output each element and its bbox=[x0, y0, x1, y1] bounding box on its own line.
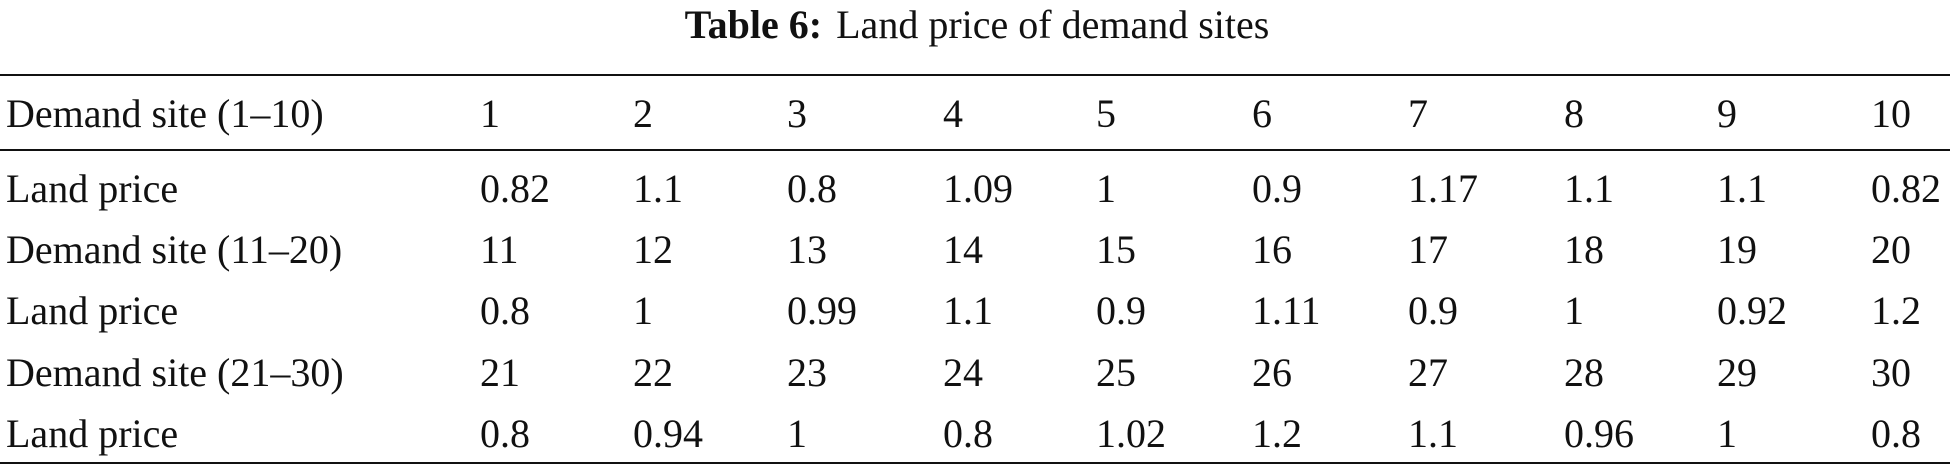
cell: 1 bbox=[1096, 166, 1116, 211]
caption-text: Land price of demand sites bbox=[836, 2, 1270, 47]
cell: 0.92 bbox=[1717, 288, 1787, 333]
cell: 0.8 bbox=[943, 411, 993, 456]
row-label: Land price bbox=[6, 166, 179, 211]
cell: 1.2 bbox=[1871, 288, 1921, 333]
cell: 15 bbox=[1096, 227, 1136, 272]
cell: 11 bbox=[480, 227, 519, 272]
cell: 0.9 bbox=[1408, 288, 1458, 333]
row-label: Demand site (21–30) bbox=[6, 350, 344, 395]
cell: 0.82 bbox=[1871, 166, 1941, 211]
header-cell: 7 bbox=[1408, 91, 1428, 136]
header-cell: 6 bbox=[1252, 91, 1272, 136]
cell: 0.8 bbox=[787, 166, 837, 211]
cell: 1.1 bbox=[943, 288, 993, 333]
caption-label: Table 6: bbox=[684, 2, 823, 47]
cell: 1 bbox=[1564, 288, 1584, 333]
cell: 1 bbox=[1717, 411, 1737, 456]
cell: 1.02 bbox=[1096, 411, 1166, 456]
cell: 16 bbox=[1252, 227, 1292, 272]
cell: 24 bbox=[943, 350, 983, 395]
cell: 1.11 bbox=[1252, 288, 1321, 333]
header-cell: 1 bbox=[480, 91, 500, 136]
cell: 1.1 bbox=[1408, 411, 1458, 456]
cell: 0.94 bbox=[633, 411, 703, 456]
cell: 23 bbox=[787, 350, 827, 395]
header-label: Demand site (1–10) bbox=[6, 91, 324, 136]
cell: 0.8 bbox=[480, 288, 530, 333]
cell: 26 bbox=[1252, 350, 1292, 395]
cell: 1 bbox=[787, 411, 807, 456]
cell: 22 bbox=[633, 350, 673, 395]
header-cell: 4 bbox=[943, 91, 963, 136]
cell: 27 bbox=[1408, 350, 1448, 395]
header-cell: 3 bbox=[787, 91, 807, 136]
cell: 29 bbox=[1717, 350, 1757, 395]
cell: 21 bbox=[480, 350, 520, 395]
cell: 1.09 bbox=[943, 166, 1013, 211]
header-cell: 5 bbox=[1096, 91, 1116, 136]
header-cell: 8 bbox=[1564, 91, 1584, 136]
header-rule bbox=[0, 149, 1950, 151]
cell: 1 bbox=[633, 288, 653, 333]
cell: 0.82 bbox=[480, 166, 550, 211]
cell: 12 bbox=[633, 227, 673, 272]
row-label: Demand site (11–20) bbox=[6, 227, 343, 272]
cell: 18 bbox=[1564, 227, 1604, 272]
top-rule bbox=[0, 74, 1950, 76]
cell: 0.8 bbox=[1871, 411, 1921, 456]
cell: 19 bbox=[1717, 227, 1757, 272]
cell: 1.17 bbox=[1408, 166, 1478, 211]
cell: 0.99 bbox=[787, 288, 857, 333]
header-cell: 10 bbox=[1871, 91, 1911, 136]
cell: 30 bbox=[1871, 350, 1911, 395]
cell: 0.96 bbox=[1564, 411, 1634, 456]
table-caption: Table 6: Land price of demand sites bbox=[0, 2, 1954, 48]
row-label: Land price bbox=[6, 411, 179, 456]
cell: 1.1 bbox=[1564, 166, 1614, 211]
bottom-rule bbox=[0, 462, 1950, 464]
cell: 25 bbox=[1096, 350, 1136, 395]
cell: 14 bbox=[943, 227, 983, 272]
cell: 17 bbox=[1408, 227, 1448, 272]
row-label: Land price bbox=[6, 288, 179, 333]
cell: 20 bbox=[1871, 227, 1911, 272]
header-cell: 2 bbox=[633, 91, 653, 136]
header-cell: 9 bbox=[1717, 91, 1737, 136]
cell: 13 bbox=[787, 227, 827, 272]
cell: 1.1 bbox=[1717, 166, 1767, 211]
cell: 0.9 bbox=[1252, 166, 1302, 211]
cell: 1.1 bbox=[633, 166, 683, 211]
cell: 28 bbox=[1564, 350, 1604, 395]
cell: 1.2 bbox=[1252, 411, 1302, 456]
cell: 0.8 bbox=[480, 411, 530, 456]
cell: 0.9 bbox=[1096, 288, 1146, 333]
